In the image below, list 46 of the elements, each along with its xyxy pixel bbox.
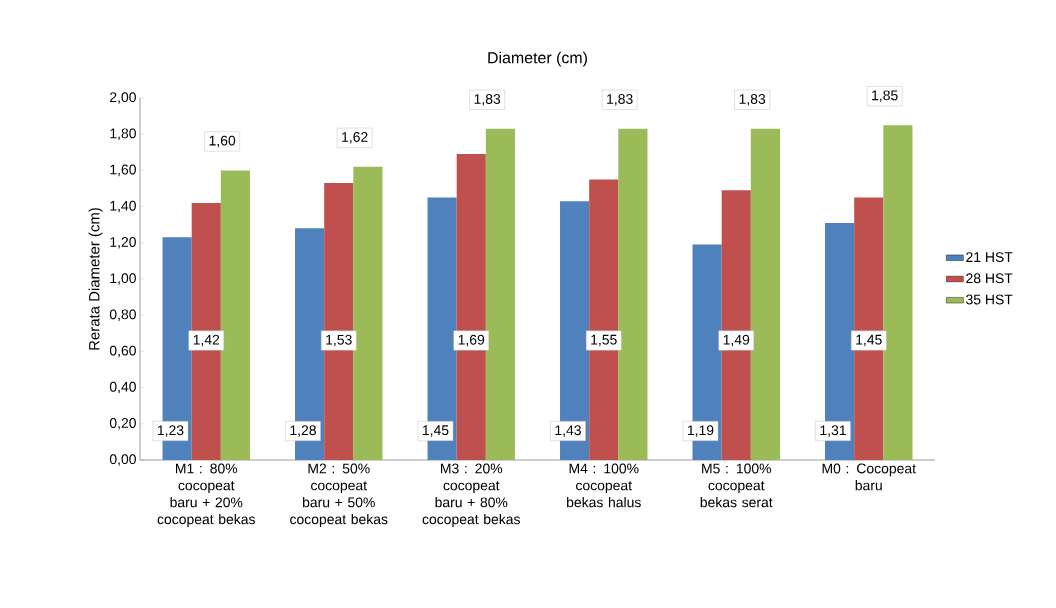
data-label: 1,53 <box>326 334 352 347</box>
legend-label: 21 HST <box>966 252 1013 263</box>
legend-label: 35 HST <box>966 294 1013 305</box>
y-tick-label: 0,20 <box>109 418 136 430</box>
chart-title: Diameter (cm) <box>488 51 587 67</box>
bar <box>485 128 515 460</box>
data-label: 1,69 <box>458 334 485 347</box>
data-label: 1,83 <box>474 94 501 106</box>
y-tick-label: 0,80 <box>109 309 136 321</box>
x-tick-label: M3 : 20% cocopeat baru + 80% cocopeat bekas <box>422 463 520 527</box>
data-label: 1,43 <box>555 425 581 437</box>
data-label: 1,23 <box>157 425 184 437</box>
y-tick-label: 0,60 <box>109 345 136 358</box>
y-tick-label: 1,40 <box>110 200 136 213</box>
data-label: 1,19 <box>687 425 714 437</box>
y-tick-label: 1,20 <box>110 237 136 249</box>
data-label: 1,45 <box>856 334 882 347</box>
data-label: 1,49 <box>723 334 750 347</box>
bar <box>618 128 648 460</box>
y-tick-label: 0,00 <box>109 454 136 466</box>
data-label: 1,83 <box>739 94 766 106</box>
y-tick-label: 1,00 <box>110 273 136 285</box>
x-tick-label: M5 : 100% cocopeat bekas serat <box>700 463 773 508</box>
data-label: 1,55 <box>591 334 617 347</box>
y-axis-title: Rerata Diameter (cm) <box>88 208 103 350</box>
y-tick-label: 0,40 <box>109 381 136 394</box>
x-tick-label: M2 : 50% cocopeat baru + 50% cocopeat bekas <box>290 463 388 527</box>
bar <box>883 125 913 460</box>
x-tick-label: M1 : 80% cocopeat baru + 20% cocopeat bekas <box>157 463 255 527</box>
legend-label: 28 HST <box>966 273 1013 284</box>
y-tick-label: 2,00 <box>110 92 136 104</box>
data-label: 1,60 <box>209 135 236 148</box>
bar <box>353 166 383 460</box>
bar <box>220 170 250 460</box>
bar <box>750 128 780 460</box>
data-label: 1,31 <box>820 425 846 437</box>
data-label: 1,83 <box>607 94 633 106</box>
y-tick-label: 1,80 <box>110 128 136 140</box>
x-tick-label: M4 : 100% cocopeat bekas halus <box>567 463 641 508</box>
y-tick-label: 1,60 <box>110 164 136 177</box>
x-tick-label: M0 : Cocopeat baru <box>822 463 916 491</box>
data-label: 1,28 <box>290 425 316 437</box>
data-label: 1,42 <box>193 334 220 347</box>
data-label: 1,45 <box>422 425 449 437</box>
data-label: 1,85 <box>872 90 898 102</box>
data-label: 1,62 <box>342 132 368 144</box>
